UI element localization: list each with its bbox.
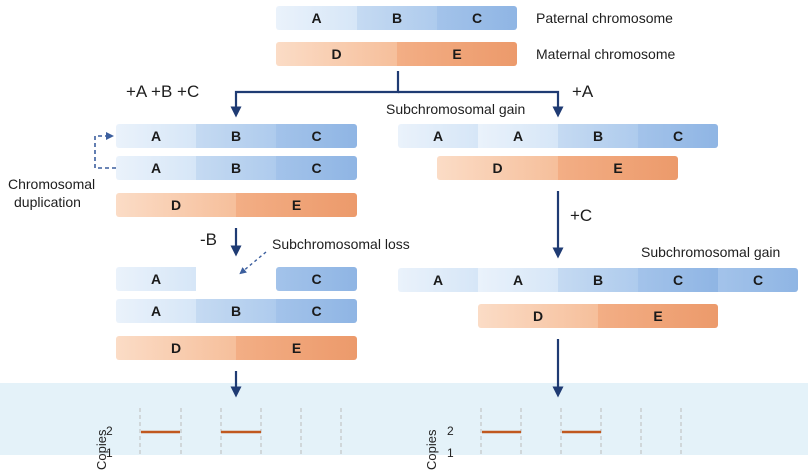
diagram-arrows — [94, 71, 682, 455]
subchromosomal-gain-label-1: Subchromosomal gain — [386, 101, 526, 117]
right-tick-2: 2 — [447, 424, 454, 438]
paternal-segment-b: B — [357, 6, 437, 30]
right-gain2-segment-c1: C — [638, 268, 718, 292]
chromosomal-duplication-label-line1: Chromosomal — [8, 176, 96, 192]
left-maternal-segment-d: D — [116, 193, 236, 217]
paternal-segment-c: C — [437, 6, 517, 30]
left-dup1-segment-b: B — [196, 124, 276, 148]
left-final-segment-a: A — [116, 299, 196, 323]
left-loss-segment-c: C — [276, 267, 357, 291]
left-dup2-segment-b: B — [196, 156, 276, 180]
maternal-chromosome-label: Maternal chromosome — [536, 46, 676, 62]
right-gain2-segment-a1: A — [398, 268, 478, 292]
right-gain2-segment-c2: C — [718, 268, 798, 292]
right-gain-operation-1: +A — [572, 82, 594, 101]
left-gain-operation: +A +B +C — [126, 82, 200, 101]
left-loss-segment-a: A — [116, 267, 196, 291]
paternal-segment-a: A — [276, 6, 357, 30]
split-arrow — [230, 71, 564, 118]
right-gain1-segment-a2: A — [478, 124, 558, 148]
right-gain1-segment-e: E — [558, 156, 678, 180]
right-gain2-segment-d: D — [478, 304, 598, 328]
paternal-chromosome-label: Paternal chromosome — [536, 10, 673, 26]
subchromosomal-loss-label: Subchromosomal loss — [272, 236, 410, 252]
chromosomal-duplication-label-line2: duplication — [14, 194, 81, 210]
left-dup1-segment-a: A — [116, 124, 196, 148]
right-gain2-segment-a2: A — [478, 268, 558, 292]
left-final-segment-b: B — [196, 299, 276, 323]
right-gain1-segment-c: C — [638, 124, 718, 148]
left-tick-2: 2 — [106, 424, 113, 438]
right-gain1-segment-d: D — [437, 156, 558, 180]
left-tick-1: 1 — [106, 446, 113, 460]
left-dup2-segment-a: A — [116, 156, 196, 180]
right-gain1-segment-a1: A — [398, 124, 478, 148]
left-final-segment-e: E — [236, 336, 357, 360]
loss-dashed-arrow — [239, 251, 267, 275]
copy-number-panel — [0, 383, 808, 455]
right-tick-1: 1 — [447, 446, 454, 460]
maternal-segment-d: D — [276, 42, 397, 66]
right-gain-operation-2: +C — [570, 206, 593, 225]
maternal-segment-e: E — [397, 42, 517, 66]
subchromosomal-gain-label-2: Subchromosomal gain — [641, 244, 781, 260]
right-gain2-segment-b: B — [558, 268, 638, 292]
left-final-segment-c: C — [276, 299, 357, 323]
left-dup2-segment-c: C — [276, 156, 357, 180]
right-gain1-segment-b: B — [558, 124, 638, 148]
left-final-segment-d: D — [116, 336, 236, 360]
right-gain2-segment-e: E — [598, 304, 718, 328]
left-maternal-segment-e: E — [236, 193, 357, 217]
duplication-dashed-arrow — [94, 132, 116, 169]
left-loss-operation: -B — [200, 230, 217, 249]
left-dup1-segment-c: C — [276, 124, 357, 148]
